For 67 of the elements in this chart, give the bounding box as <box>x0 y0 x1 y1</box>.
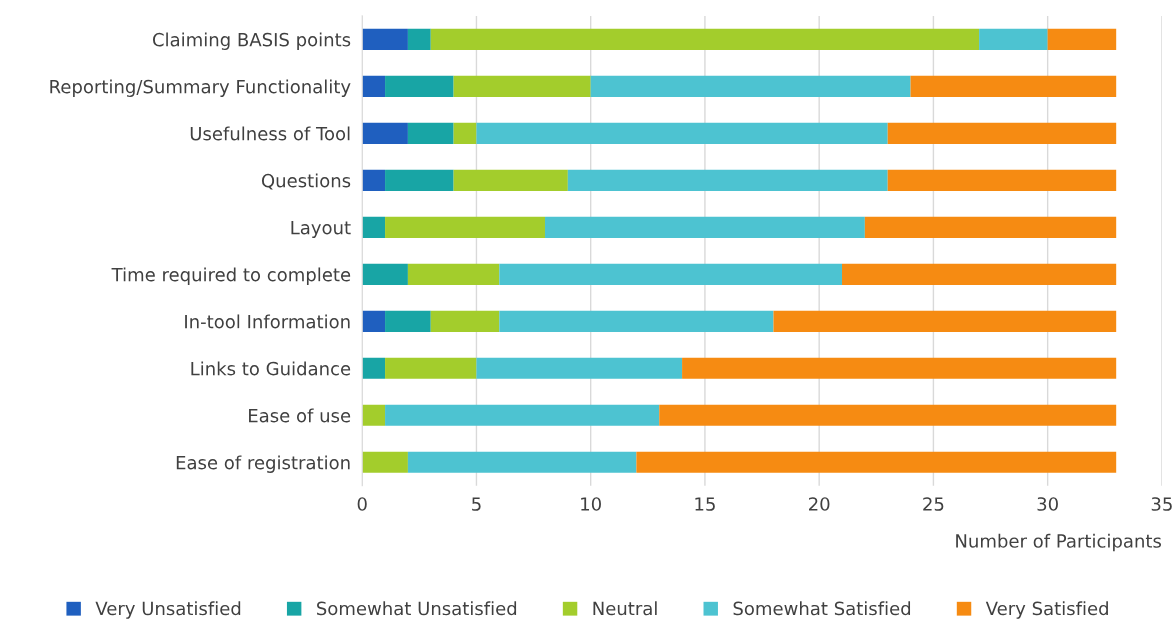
bar <box>362 357 386 379</box>
bar <box>407 451 637 473</box>
bar <box>385 75 454 97</box>
bar <box>385 310 431 332</box>
bar <box>430 28 980 50</box>
bar <box>979 28 1048 50</box>
bar <box>407 263 500 285</box>
bar <box>887 169 1117 191</box>
bar <box>842 263 1117 285</box>
bar <box>476 357 683 379</box>
x-tick-label: 15 <box>695 497 715 511</box>
y-tick-label: Links to Guidance <box>191 361 351 376</box>
bar <box>636 451 1117 473</box>
bar <box>385 216 545 238</box>
x-tick-label: 30 <box>1037 497 1058 511</box>
bar <box>682 357 1117 379</box>
bar <box>362 310 386 332</box>
y-tick-label: Time required to complete <box>111 267 351 285</box>
x-axis-title: Number of Participants <box>956 533 1162 552</box>
legend-label: Very Unsatisfied <box>95 601 241 619</box>
x-tick-label: 20 <box>809 497 830 511</box>
bar <box>499 310 774 332</box>
bar <box>362 75 386 97</box>
y-tick-label: In-tool Information <box>185 314 350 329</box>
bar <box>499 263 843 285</box>
legend-label: Very Satisfied <box>985 601 1108 619</box>
bar <box>385 169 454 191</box>
x-tick-label: 25 <box>923 497 944 511</box>
bar <box>773 310 1117 332</box>
legend-label: Neutral <box>593 601 657 616</box>
bar <box>407 122 454 144</box>
y-tick-label: Ease of registration <box>176 455 350 473</box>
bar <box>567 169 888 191</box>
x-tick-label: 35 <box>1151 497 1172 511</box>
y-tick-label: Ease of use <box>249 408 351 423</box>
bar <box>385 404 660 426</box>
bar <box>362 122 408 144</box>
bar <box>1047 28 1117 50</box>
y-tick-label: Usefulness of Tool <box>190 126 350 141</box>
x-tick-label: 10 <box>581 497 601 511</box>
bar <box>362 404 386 426</box>
legend-label: Somewhat Unsatisfied <box>317 601 517 616</box>
bar <box>544 216 865 238</box>
bar <box>430 310 500 332</box>
bar <box>362 28 408 50</box>
bar <box>362 451 408 473</box>
x-tick-label: 5 <box>472 497 481 511</box>
bar <box>453 122 477 144</box>
bar <box>362 263 408 285</box>
bar <box>385 357 477 379</box>
bar <box>453 169 568 191</box>
bar <box>362 169 386 191</box>
y-tick-label: Reporting/Summary Functionality <box>50 79 351 97</box>
legend-label: Somewhat Satisfied <box>733 601 911 616</box>
bar <box>659 404 1117 426</box>
bar <box>362 216 386 238</box>
bar <box>864 216 1117 238</box>
bar <box>453 75 591 97</box>
bar <box>407 28 431 50</box>
bar <box>590 75 911 97</box>
bar <box>476 122 888 144</box>
bar <box>887 122 1117 144</box>
bar <box>910 75 1117 97</box>
x-tick-label: 0 <box>357 497 367 511</box>
y-tick-label: Questions <box>261 173 351 190</box>
y-tick-label: Layout <box>291 221 351 238</box>
y-tick-label: Claiming BASIS points <box>152 32 351 50</box>
